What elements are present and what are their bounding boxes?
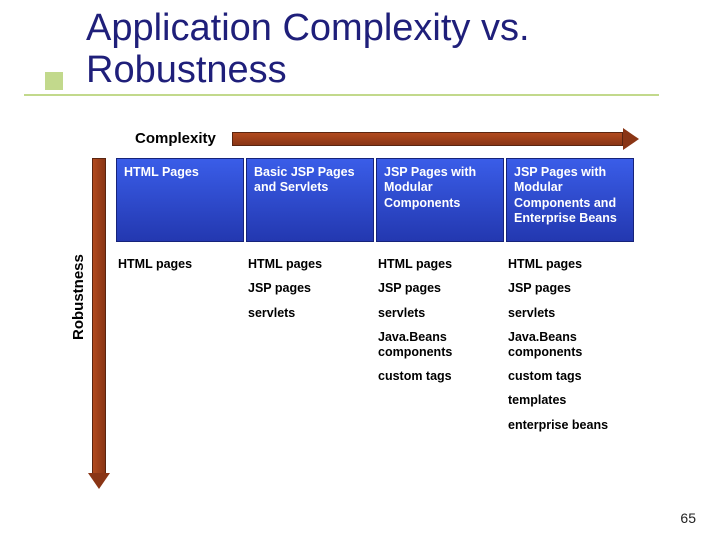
list-item: Java.Beans components [376, 325, 504, 364]
list-item: JSP pages [376, 276, 504, 300]
list-item: HTML pages [376, 252, 504, 276]
column-header: JSP Pages with Modular Components and En… [506, 158, 634, 242]
column-items: HTML pages JSP pages servlets Java.Beans… [506, 242, 634, 437]
list-item: servlets [246, 301, 374, 325]
h-arrow-body [232, 132, 623, 146]
column-header: Basic JSP Pages and Servlets [246, 158, 374, 242]
column: HTML Pages HTML pages [116, 158, 244, 437]
list-item: servlets [376, 301, 504, 325]
column-items: HTML pages [116, 242, 244, 276]
list-item: Java.Beans components [506, 325, 634, 364]
arrow-down-icon [88, 473, 110, 489]
list-item: enterprise beans [506, 413, 634, 437]
complexity-axis-label: Complexity [135, 130, 216, 147]
column-items: HTML pages JSP pages servlets Java.Beans… [376, 242, 504, 388]
column-items: HTML pages JSP pages servlets [246, 242, 374, 325]
list-item: HTML pages [116, 252, 244, 276]
title-underline [24, 94, 659, 96]
list-item: custom tags [376, 364, 504, 388]
column-header: JSP Pages with Modular Components [376, 158, 504, 242]
slide-title: Application Complexity vs. Robustness [86, 8, 720, 92]
column: Basic JSP Pages and Servlets HTML pages … [246, 158, 374, 437]
page-number: 65 [680, 510, 696, 526]
column: JSP Pages with Modular Components HTML p… [376, 158, 504, 437]
list-item: servlets [506, 301, 634, 325]
list-item: JSP pages [506, 276, 634, 300]
column-header: HTML Pages [116, 158, 244, 242]
title-accent-square [45, 72, 63, 90]
list-item: JSP pages [246, 276, 374, 300]
column: JSP Pages with Modular Components and En… [506, 158, 634, 437]
robustness-axis-label: Robustness [70, 254, 87, 340]
columns-container: HTML Pages HTML pages Basic JSP Pages an… [116, 158, 634, 437]
arrow-right-icon [623, 128, 639, 150]
v-arrow-body [92, 158, 106, 474]
complexity-arrow [232, 132, 638, 146]
slide: Application Complexity vs. Robustness Co… [0, 0, 720, 540]
list-item: HTML pages [506, 252, 634, 276]
list-item: templates [506, 388, 634, 412]
list-item: custom tags [506, 364, 634, 388]
complexity-robustness-diagram: Complexity Robustness HTML Pages HTML pa… [70, 130, 648, 490]
list-item: HTML pages [246, 252, 374, 276]
robustness-arrow [92, 158, 106, 488]
